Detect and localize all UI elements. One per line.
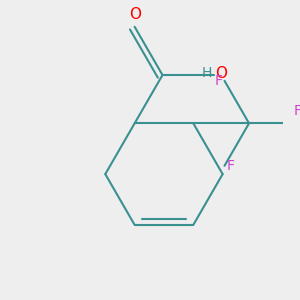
Text: O: O	[215, 66, 227, 81]
Text: F: F	[226, 159, 234, 173]
Text: H: H	[202, 66, 212, 80]
Text: F: F	[215, 74, 223, 88]
Text: F: F	[294, 104, 300, 118]
Text: O: O	[129, 7, 141, 22]
